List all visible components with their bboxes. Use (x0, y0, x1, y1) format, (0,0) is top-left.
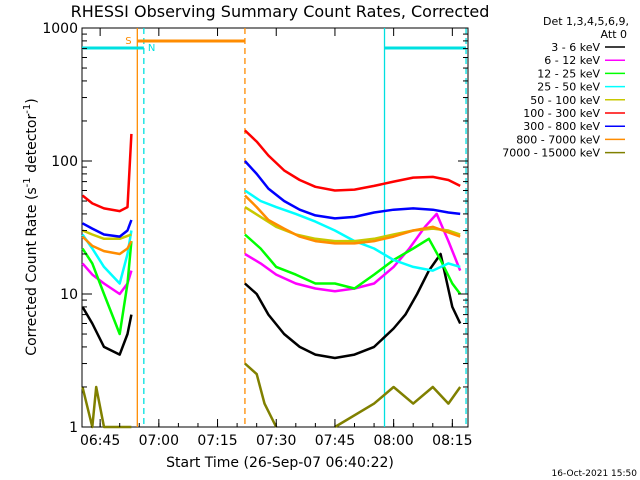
legend-label: 100 - 300 keV (523, 107, 600, 120)
series-line (244, 189, 461, 272)
series-line (81, 306, 133, 356)
legend-header-line2: Att 0 (601, 28, 627, 41)
axes: 06:45 07:00 07:15 07:30 07:45 08:00 08:15 1 10 10… (42, 21, 472, 449)
legend-label: 6 - 12 keV (544, 54, 600, 67)
legend-label: 25 - 50 keV (537, 81, 600, 94)
x-tick-label: 07:15 (197, 433, 237, 449)
y-axis-label: Corrected Count Rate (s-1 detector-1) (22, 98, 40, 355)
x-axis-label: Start Time (26-Sep-07 06:40:22) (166, 455, 394, 471)
x-tick-label: 07:45 (315, 433, 355, 449)
series-line (81, 133, 133, 213)
x-tick-label: 08:00 (373, 433, 413, 449)
series-line (244, 252, 462, 360)
chart-title: RHESSI Observing Summary Count Rates, Co… (71, 2, 490, 21)
series-line (244, 362, 278, 428)
y-tick-label: 10 (60, 287, 78, 303)
legend-label: 7000 - 15000 keV (502, 147, 600, 160)
x-tick-label: 08:15 (432, 433, 472, 449)
series-line (244, 206, 461, 243)
series-line (244, 129, 461, 192)
night-label: N (148, 43, 155, 54)
series-line (81, 230, 133, 285)
x-tick-label: 07:30 (256, 433, 296, 449)
saa-label: S (125, 36, 131, 47)
series-line (244, 233, 462, 295)
footer-timestamp: 16-Oct-2021 15:50 (552, 469, 638, 479)
series-line (244, 212, 462, 293)
series-layer (81, 129, 462, 429)
x-tick-label: 06:45 (80, 433, 120, 449)
legend-header-line1: Det 1,3,4,5,6,9, (543, 15, 629, 28)
series-line (244, 194, 461, 245)
y-tick-label: 1 (69, 420, 78, 436)
series-line (243, 160, 461, 220)
series-line (81, 235, 133, 256)
x-tick-label: 07:00 (139, 433, 179, 449)
series-line (334, 385, 462, 429)
legend-label: 50 - 100 keV (530, 94, 600, 107)
series-line (82, 229, 132, 241)
series-line (81, 240, 133, 336)
y-tick-label: 1000 (42, 21, 78, 37)
y-tick-label: 100 (51, 154, 78, 170)
series-line (81, 219, 133, 238)
legend-label: 800 - 7000 keV (516, 133, 600, 146)
legend-label: 3 - 6 keV (551, 41, 600, 54)
legend-label: 300 - 800 keV (523, 120, 600, 133)
series-line (81, 385, 132, 429)
legend-label: 12 - 25 keV (537, 67, 600, 80)
orbit-markers: SN (82, 28, 467, 427)
